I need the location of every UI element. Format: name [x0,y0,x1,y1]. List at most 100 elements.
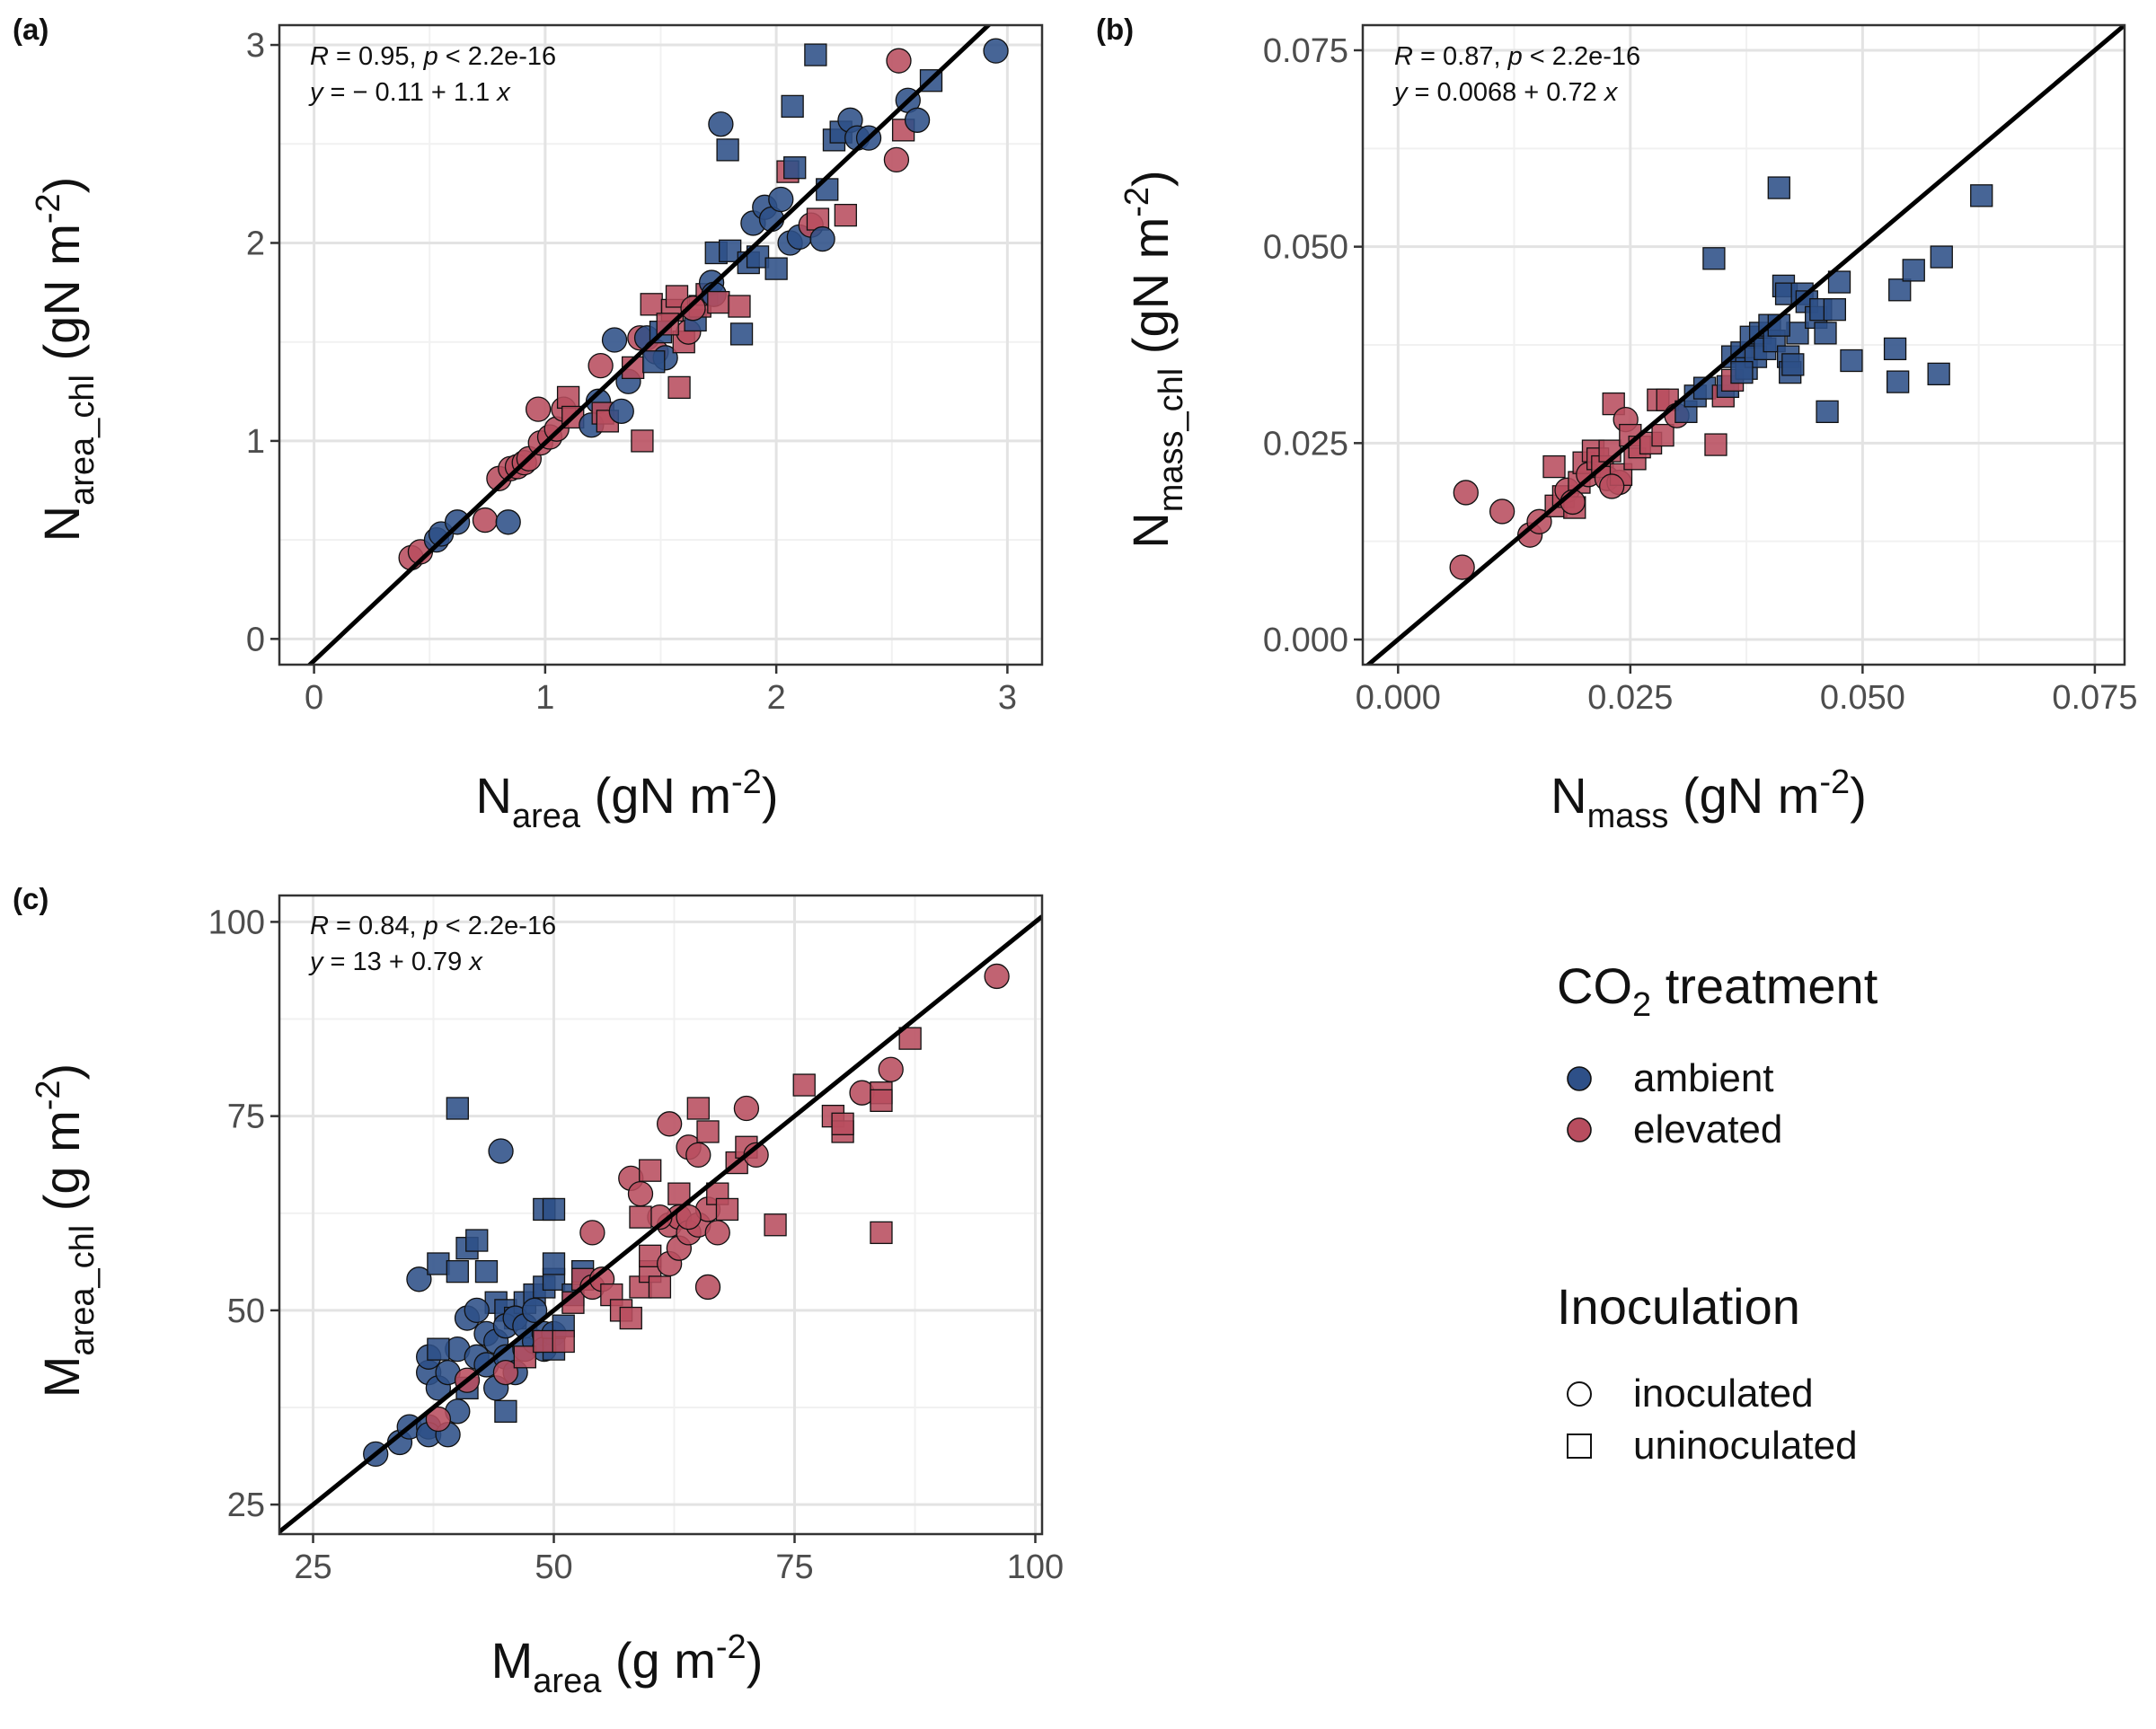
point-ambient-uninoculated [1730,360,1754,384]
y-axis-title: Narea_chl (gN m-2) [30,177,102,543]
panel-a: (a) 0 1 2 3 0 1 2 3 R = 0.95, p < 2.2e-16 y = −… [13,13,1044,835]
point-elevated-uninoculated [715,1197,739,1222]
point-elevated-uninoculated [656,313,679,336]
point-elevated-uninoculated [707,290,730,314]
x-axis-title: Narea (gN m-2) [476,763,779,835]
legend-label-inoculated: inoculated [1633,1372,1814,1416]
point-elevated-inoculated [492,1359,519,1386]
point-elevated-inoculated [627,1180,654,1207]
point-elevated-uninoculated [1651,423,1674,447]
point-ambient-inoculated [608,398,634,424]
point-elevated-inoculated [579,1220,605,1246]
legend-key-inoculated [1567,1381,1592,1407]
point-ambient-uninoculated [542,1197,566,1222]
y-tick-label: 0.025 [1263,425,1348,463]
point-elevated-inoculated [1449,554,1475,580]
point-elevated-inoculated [680,296,706,322]
legend-title-inoculation: Inoculation [1557,1278,1800,1335]
legend-title-co2: CO2 treatment [1557,957,1878,1024]
plot-area: 0 1 2 3 0 1 2 3 [246,23,1044,717]
point-elevated-inoculated [588,352,614,379]
point-ambient-uninoculated [764,257,788,280]
point-ambient-inoculated [768,186,794,213]
x-tick-label: 0.075 [2052,679,2137,717]
panel-label: (b) [1096,13,1134,46]
point-elevated-inoculated [472,507,499,534]
y-tick-label: 25 [227,1486,265,1524]
point-elevated-uninoculated [764,1213,787,1237]
point-ambient-uninoculated [1902,259,1925,282]
y-axis-title: Marea_chl (g m-2) [30,1063,102,1398]
point-elevated-uninoculated [667,375,691,400]
point-elevated-uninoculated [629,1205,652,1229]
point-ambient-inoculated [809,225,835,252]
point-ambient-inoculated [521,1297,548,1324]
y-tick-label: 1 [246,423,265,461]
point-elevated-inoculated [1599,473,1625,499]
point-elevated-inoculated [1489,498,1515,525]
point-elevated-uninoculated [870,1089,893,1113]
point-ambient-uninoculated [729,322,754,346]
y-tick-label: 0.000 [1263,622,1348,659]
point-ambient-uninoculated [1886,370,1910,393]
point-ambient-uninoculated [1927,362,1950,386]
fit-line [306,25,993,665]
y-tick-label: 2 [246,225,265,262]
point-ambient-uninoculated [1781,353,1805,376]
point-ambient-uninoculated [465,1229,489,1252]
point-ambient-uninoculated [446,1259,469,1284]
point-ambient-uninoculated [1823,297,1846,322]
stats-annotation: R = 0.84, p < 2.2e-16 [310,912,556,940]
point-elevated-uninoculated [513,1345,537,1369]
y-tick-label: 75 [227,1098,265,1136]
point-elevated-uninoculated [696,1120,720,1143]
point-ambient-uninoculated [804,43,827,66]
x-tick-label: 2 [767,679,786,717]
point-elevated-uninoculated [640,293,663,316]
point-ambient-inoculated [983,38,1009,64]
point-elevated-inoculated [704,1220,730,1246]
point-ambient-inoculated [904,107,931,133]
point-ambient-inoculated [601,327,628,353]
panel-b: (b) 0.000 0.025 0.050 0.0750.0000.0250.0500… [1096,13,2137,835]
x-tick-label: 1 [535,679,554,717]
y-axis-title: Nmass_chl (gN m-2) [1118,170,1190,548]
point-elevated-uninoculated [665,285,689,308]
legend-key-ambient [1567,1066,1592,1091]
panel-label: (a) [13,13,49,46]
y-tick-label: 0 [246,621,265,658]
plot-area: 25 50 75 100 25 50 75 100 [208,894,1064,1586]
point-elevated-uninoculated [686,1097,710,1120]
y-tick-label: 50 [227,1292,265,1330]
points-layer [1449,176,1993,580]
point-elevated-uninoculated [552,1329,575,1354]
point-ambient-uninoculated [716,138,739,162]
y-tick-label: 100 [208,904,265,941]
panel-label: (c) [13,882,49,915]
point-ambient-inoculated [488,1138,514,1164]
point-elevated-inoculated [1453,480,1479,506]
point-elevated-inoculated [525,396,552,422]
point-elevated-uninoculated [556,385,580,410]
stats-annotation: R = 0.87, p < 2.2e-16 [1394,42,1640,71]
point-elevated-inoculated [676,1204,702,1231]
point-elevated-uninoculated [1704,433,1727,456]
legend-label-elevated: elevated [1633,1107,1782,1151]
legend: CO2 treatment ambient elevated Inoculati… [1557,957,1878,1468]
point-ambient-uninoculated [783,156,807,180]
point-ambient-inoculated [495,509,521,535]
x-tick-label: 0.050 [1820,679,1905,717]
point-ambient-uninoculated [1814,322,1837,345]
point-ambient-uninoculated [1786,322,1809,345]
point-ambient-uninoculated [1970,184,1993,207]
point-elevated-uninoculated [1602,392,1625,416]
x-tick-label: 0.025 [1587,679,1673,717]
x-tick-label: 75 [775,1548,813,1586]
fit-line [1365,25,2125,665]
point-elevated-uninoculated [619,1306,642,1330]
legend-key-elevated [1567,1117,1592,1142]
point-elevated-inoculated [733,1095,760,1122]
point-ambient-uninoculated [1767,176,1790,199]
